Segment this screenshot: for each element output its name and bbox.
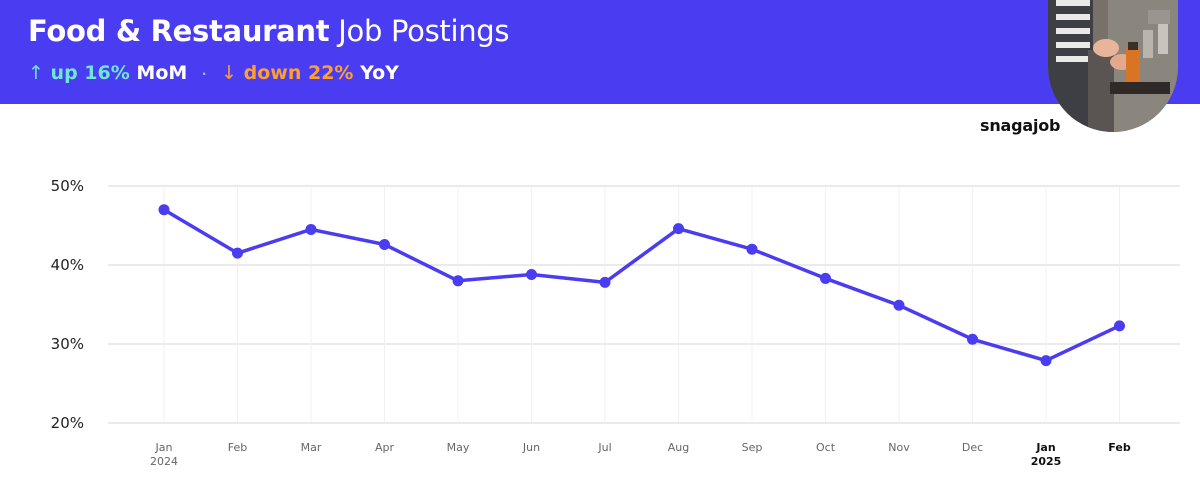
down-arrow-icon: ↓ <box>221 62 238 84</box>
data-point <box>379 238 390 250</box>
data-point <box>526 268 537 280</box>
restaurant-worker-photo <box>1048 0 1178 132</box>
x-tick-label: Dec <box>962 441 983 454</box>
data-point <box>232 247 243 259</box>
separator-dot: · <box>201 66 207 81</box>
y-tick-label: 30% <box>51 335 84 353</box>
x-tick-label: Mar <box>301 441 322 454</box>
title-light: Job Postings <box>338 14 510 48</box>
x-tick-year-label: 2025 <box>1031 455 1062 468</box>
chart-subtitle: ↑ up 16% MoM · ↓ down 22% YoY <box>28 62 399 84</box>
title-bold: Food & Restaurant <box>28 14 330 48</box>
x-tick-label: Feb <box>228 441 247 454</box>
y-tick-label: 40% <box>51 256 84 274</box>
y-axis-ticks: 20% 30% 40% 50% <box>51 177 84 432</box>
data-point <box>673 223 684 235</box>
data-point <box>820 272 831 284</box>
data-point <box>1114 320 1125 332</box>
x-tick-label: Feb <box>1108 441 1131 454</box>
data-point <box>452 275 464 287</box>
data-point <box>305 223 317 235</box>
grid-lines <box>108 185 1180 424</box>
up-arrow-icon: ↑ <box>28 62 44 84</box>
header-banner <box>0 0 1200 104</box>
x-tick-label: Oct <box>816 441 836 454</box>
x-tick-label: Jun <box>522 441 540 454</box>
x-tick-label: May <box>447 441 470 454</box>
chart-title: Food & Restaurant Job Postings <box>28 14 510 48</box>
yoy-label: YoY <box>360 62 399 84</box>
data-point <box>1040 355 1052 367</box>
data-point <box>967 333 978 345</box>
data-point <box>893 299 905 311</box>
y-tick-label: 50% <box>51 177 84 195</box>
series-line-path <box>162 207 1122 363</box>
x-tick-label: Nov <box>888 441 910 454</box>
mom-label: MoM <box>136 62 188 84</box>
yoy-change: down 22% <box>243 62 354 84</box>
x-tick-label: Aug <box>668 441 689 454</box>
x-tick-label: Jul <box>597 441 611 454</box>
mom-change: up 16% <box>50 62 130 84</box>
brand-logo: snagajob <box>980 116 1061 135</box>
data-point <box>746 243 758 255</box>
x-tick-year-label: 2024 <box>150 455 178 468</box>
series-points <box>158 204 1125 367</box>
series-line <box>162 207 1122 363</box>
data-point <box>599 276 611 288</box>
x-tick-label: Jan <box>155 441 173 454</box>
x-tick-label: Sep <box>742 441 763 454</box>
x-tick-label: Jan <box>1035 441 1055 454</box>
data-point <box>158 204 170 216</box>
x-tick-label: Apr <box>375 441 395 454</box>
y-tick-label: 20% <box>51 414 84 432</box>
